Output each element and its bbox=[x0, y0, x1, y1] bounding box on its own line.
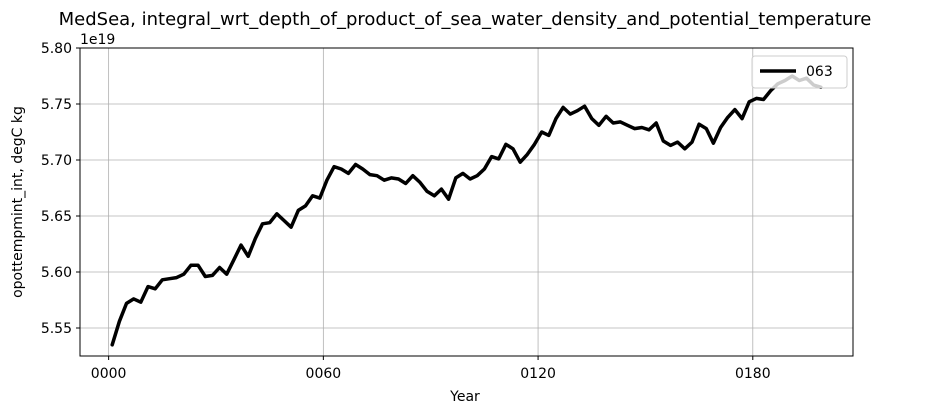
y-axis-ticks: 5.55 5.60 5.65 5.70 5.75 5.80 bbox=[41, 41, 80, 337]
y-tick-label: 5.75 bbox=[41, 97, 72, 113]
x-tick-label: 0120 bbox=[520, 366, 556, 382]
y-offset-label: 1e19 bbox=[80, 32, 115, 48]
x-tick-label: 0180 bbox=[735, 366, 771, 382]
y-tick-label: 5.70 bbox=[41, 153, 72, 169]
y-tick-label: 5.65 bbox=[41, 209, 72, 225]
legend: 063 bbox=[751, 55, 848, 89]
x-tick-label: 0060 bbox=[306, 366, 342, 382]
y-tick-label: 5.55 bbox=[41, 321, 72, 337]
y-tick-label: 5.60 bbox=[41, 265, 72, 281]
plot-frame bbox=[79, 47, 854, 357]
series-line-063 bbox=[110, 74, 823, 347]
grid-lines bbox=[80, 47, 853, 356]
legend-label-063: 063 bbox=[806, 64, 833, 80]
y-axis-label: opottempmint_int, degC kg bbox=[10, 106, 26, 298]
x-axis-label: Year bbox=[449, 389, 480, 405]
x-tick-label: 0000 bbox=[91, 366, 127, 382]
legend-box bbox=[751, 55, 848, 89]
x-axis-ticks: 0000 0060 0120 0180 bbox=[91, 356, 771, 382]
series-layer bbox=[110, 74, 823, 347]
y-tick-label: 5.80 bbox=[41, 41, 72, 57]
chart-title: MedSea, integral_wrt_depth_of_product_of… bbox=[59, 9, 872, 30]
